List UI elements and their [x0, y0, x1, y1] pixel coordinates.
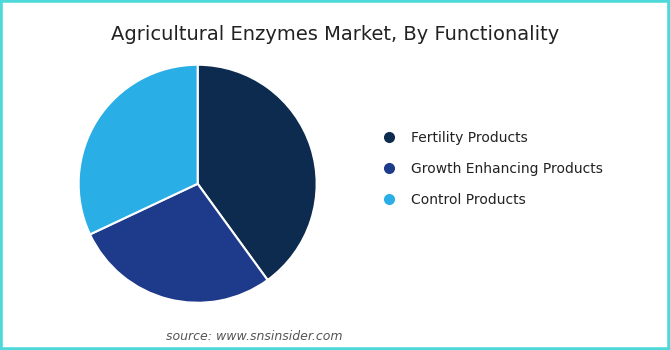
Wedge shape — [198, 65, 317, 280]
Wedge shape — [90, 184, 267, 303]
Legend: Fertility Products, Growth Enhancing Products, Control Products: Fertility Products, Growth Enhancing Pro… — [369, 124, 610, 214]
Text: Agricultural Enzymes Market, By Functionality: Agricultural Enzymes Market, By Function… — [111, 25, 559, 43]
Wedge shape — [78, 65, 198, 235]
Text: source: www.snsinsider.com: source: www.snsinsider.com — [166, 330, 343, 343]
